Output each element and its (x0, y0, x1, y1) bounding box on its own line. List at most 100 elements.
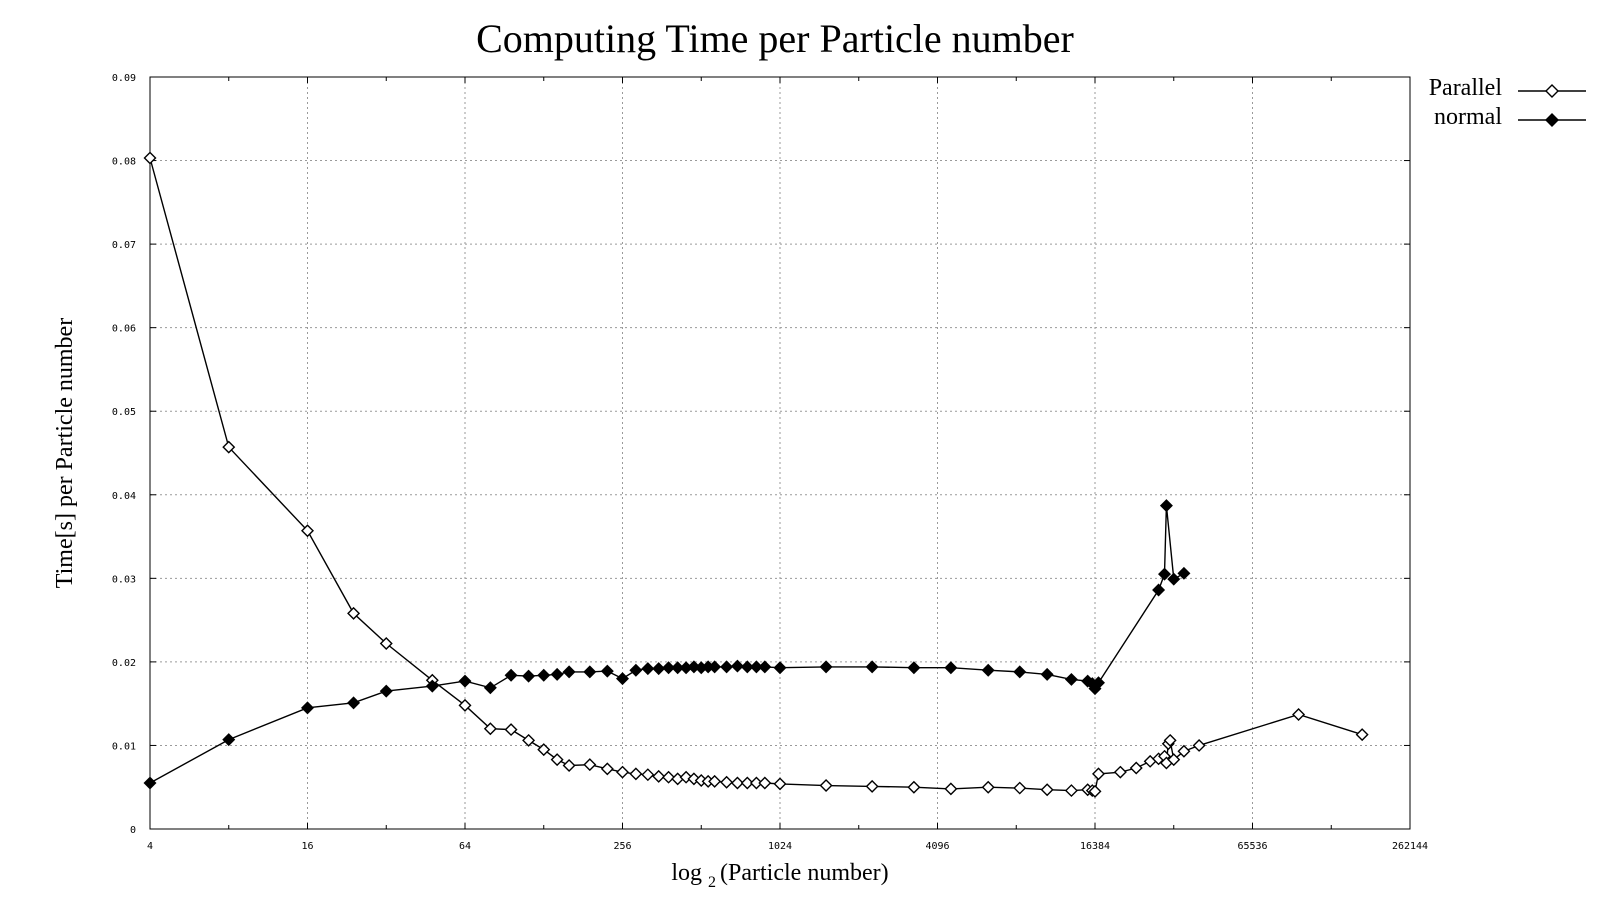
legend: Parallel normal (1429, 75, 1586, 130)
data-point-normal (662, 661, 676, 675)
series-line-parallel (149, 157, 1363, 793)
data-point-normal (1092, 676, 1105, 690)
data-point-parallel (730, 776, 744, 790)
y-tick-label: 0.03 (112, 574, 136, 585)
chart-title: Computing Time per Particle number (476, 16, 1074, 61)
data-point-normal (773, 661, 787, 675)
data-point-normal (550, 667, 564, 681)
data-point-normal (537, 668, 551, 682)
data-point-parallel (1013, 781, 1027, 795)
data-point-parallel (1040, 783, 1054, 797)
data-point-normal (629, 663, 643, 677)
y-tick-label: 0 (130, 825, 136, 836)
legend-marker-normal (1545, 113, 1559, 127)
x-tick-label: 65536 (1237, 841, 1267, 852)
series-normal (143, 499, 1191, 790)
data-point-normal (981, 663, 995, 677)
data-point-parallel (550, 753, 564, 767)
data-point-parallel (819, 779, 833, 793)
data-point-parallel (629, 767, 643, 781)
data-point-parallel (458, 698, 472, 712)
x-tick-label: 1024 (768, 841, 792, 852)
data-point-normal (749, 660, 763, 674)
data-point-normal (907, 661, 921, 675)
axis-ticks: 0 0.01 0.02 0.03 0.04 0.05 0.06 0.07 0.08 0.09 4 16… (112, 73, 1428, 852)
grid-lines (150, 77, 1410, 829)
data-point-normal (504, 668, 518, 682)
data-point-parallel (865, 779, 879, 793)
data-point-parallel (522, 733, 536, 747)
data-point-parallel (907, 780, 921, 794)
x-tick-label: 4 (147, 841, 153, 852)
data-point-normal (730, 659, 744, 673)
legend-item-normal: normal (1434, 104, 1586, 130)
y-tick-label: 0.05 (112, 407, 136, 418)
x-axis-label: log 2 (Particle number) (671, 860, 888, 891)
data-point-normal (641, 662, 655, 676)
data-point-parallel (758, 776, 772, 790)
data-point-parallel (504, 723, 518, 737)
x-tick-label: 64 (459, 841, 471, 852)
x-tick-label: 16384 (1080, 841, 1110, 852)
data-point-normal (1158, 567, 1171, 581)
data-point-parallel (1192, 738, 1206, 752)
data-point-parallel (1092, 767, 1105, 781)
y-axis-label: Time[s] per Particle number (52, 318, 78, 588)
data-point-parallel (652, 769, 666, 783)
data-point-normal (1013, 665, 1027, 679)
data-point-parallel (749, 776, 763, 790)
data-point-normal (1177, 566, 1191, 580)
legend-item-parallel: Parallel (1429, 75, 1586, 101)
data-point-normal (483, 681, 497, 695)
data-point-parallel (616, 765, 629, 779)
data-point-normal (379, 684, 393, 698)
data-point-parallel (679, 770, 693, 784)
data-point-normal (347, 696, 361, 710)
data-point-parallel (1177, 744, 1191, 758)
y-tick-label: 0.02 (112, 658, 136, 669)
data-point-normal (600, 664, 614, 678)
data-point-normal (819, 660, 833, 674)
data-point-parallel (1129, 761, 1143, 775)
y-tick-label: 0.04 (112, 491, 136, 502)
x-axis-label-prefix: log (671, 860, 702, 886)
data-point-normal (425, 679, 439, 693)
x-tick-label: 16 (301, 841, 313, 852)
data-point-normal (222, 733, 236, 747)
y-tick-label: 0.06 (112, 324, 136, 335)
data-point-normal (522, 669, 536, 683)
data-point-parallel (981, 780, 995, 794)
data-point-parallel (944, 782, 958, 796)
data-point-parallel (740, 776, 754, 790)
data-point-parallel (537, 743, 551, 757)
data-point-normal (1152, 583, 1166, 597)
data-point-parallel (1088, 784, 1102, 798)
data-point-normal (1040, 667, 1054, 681)
data-point-normal (944, 661, 958, 675)
data-point-parallel (379, 637, 393, 650)
data-point-normal (562, 665, 576, 679)
legend-label-normal: normal (1434, 104, 1502, 130)
data-point-normal (1064, 672, 1078, 686)
data-point-normal (671, 661, 685, 675)
data-point-parallel (1163, 733, 1177, 747)
data-point-normal (865, 660, 879, 674)
y-tick-label: 0.07 (112, 240, 136, 251)
data-point-parallel (708, 774, 722, 788)
data-point-normal (616, 672, 629, 686)
data-point-parallel (1113, 765, 1127, 779)
data-point-normal (1167, 572, 1181, 586)
data-point-normal (458, 674, 472, 688)
data-point-parallel (1167, 753, 1181, 767)
y-tick-label: 0.08 (112, 157, 136, 168)
x-tick-label: 262144 (1392, 841, 1428, 852)
x-axis-label-rest: (Particle number) (720, 860, 889, 886)
data-point-parallel (1292, 708, 1306, 722)
data-point-parallel (347, 606, 361, 620)
x-axis-label-subscript: 2 (708, 874, 716, 891)
data-point-normal (758, 660, 772, 674)
data-point-parallel (720, 775, 734, 789)
series-layer (143, 151, 1369, 798)
data-point-normal (720, 660, 734, 674)
